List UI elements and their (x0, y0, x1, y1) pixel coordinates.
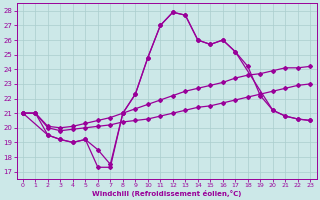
X-axis label: Windchill (Refroidissement éolien,°C): Windchill (Refroidissement éolien,°C) (92, 190, 241, 197)
